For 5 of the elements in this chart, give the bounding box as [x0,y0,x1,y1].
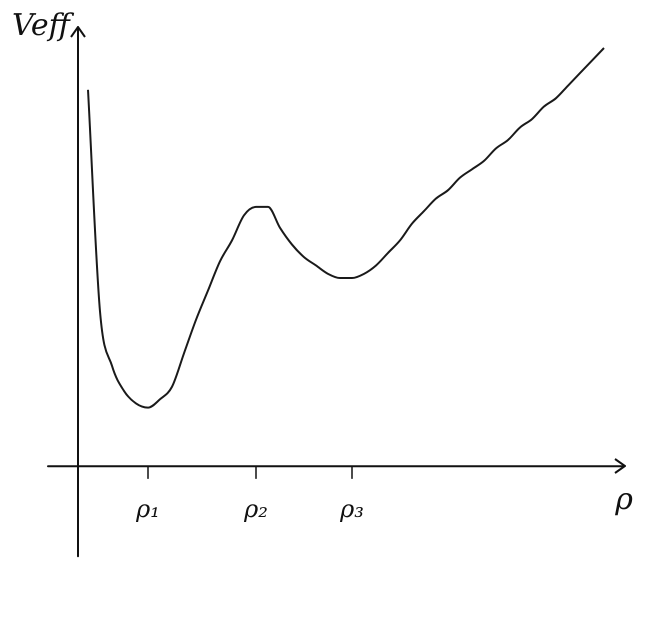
x-tick-label: ρ₃ [339,494,364,523]
y-axis-title: Veff [12,8,75,43]
x-tick-label: ρ₁ [135,494,160,523]
x-tick-label: ρ₂ [243,494,268,523]
x-axis-title: ρ [614,482,634,517]
